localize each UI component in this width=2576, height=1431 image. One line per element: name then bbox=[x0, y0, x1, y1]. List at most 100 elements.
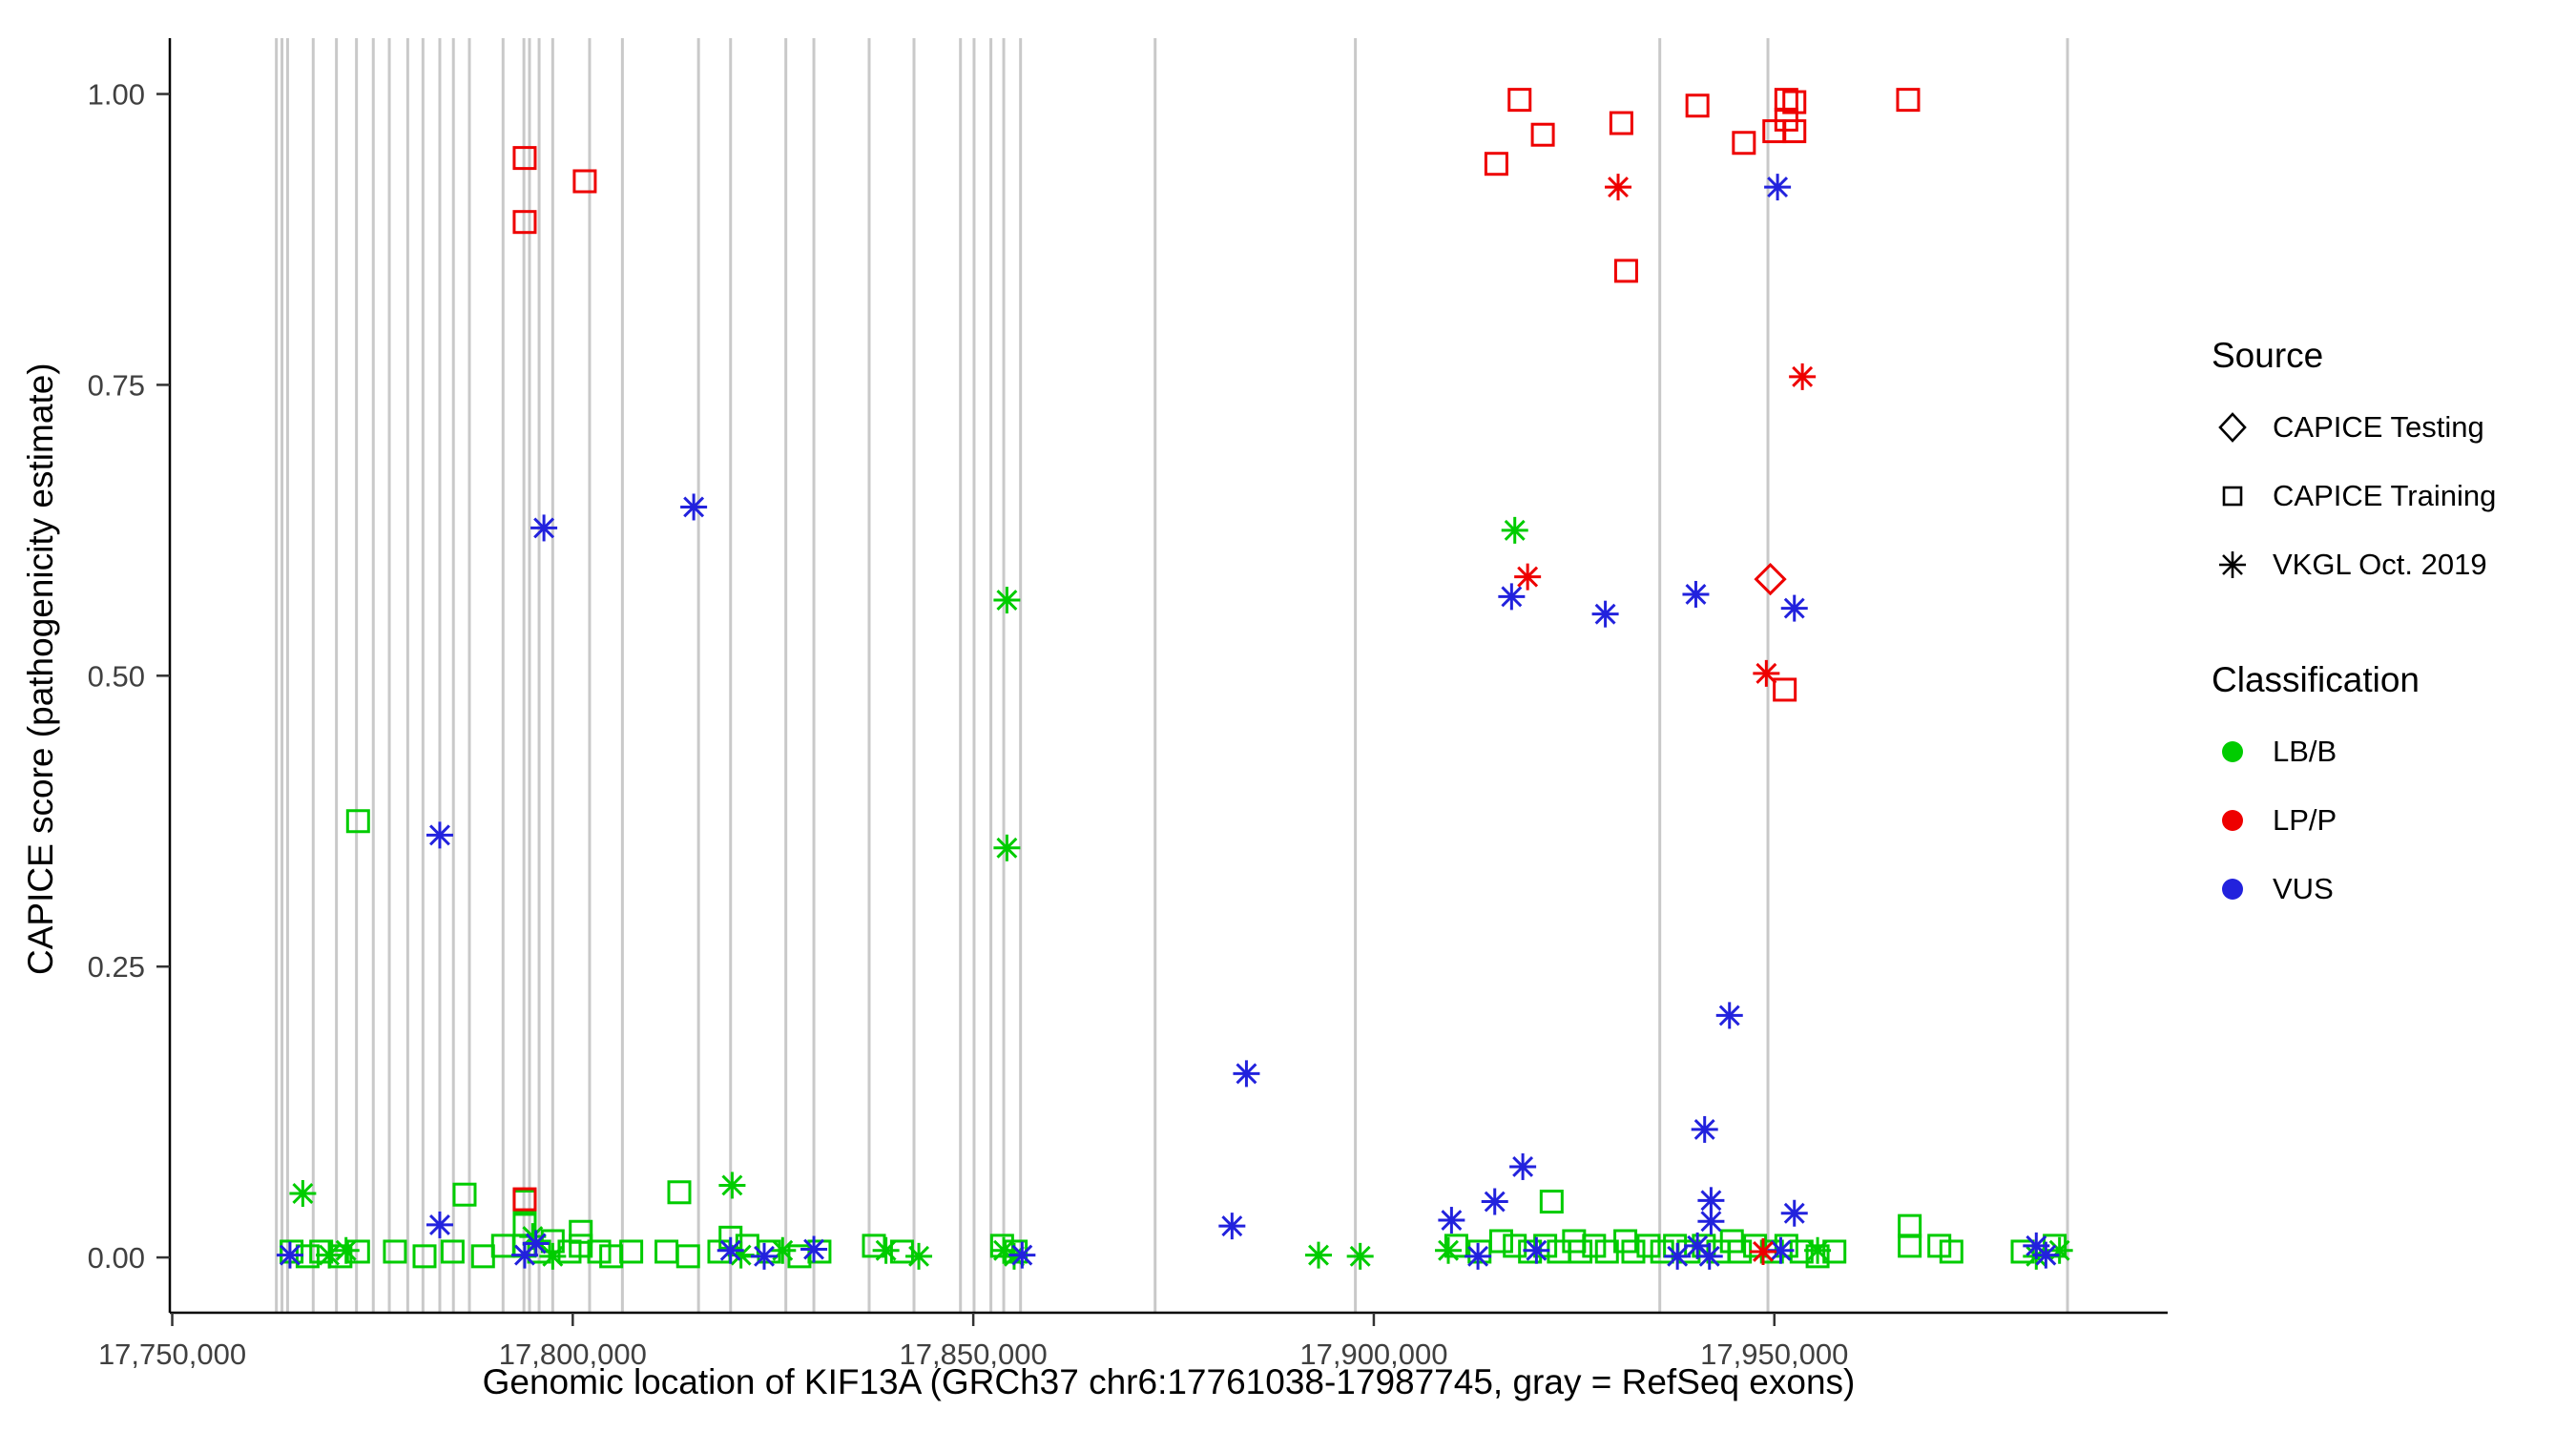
y-tick-label: 0.75 bbox=[88, 368, 145, 402]
data-point bbox=[1780, 594, 1808, 622]
square-icon bbox=[2212, 475, 2254, 517]
data-point bbox=[1650, 1239, 1674, 1264]
green-dot-icon bbox=[2212, 731, 2254, 773]
data-point bbox=[905, 1242, 933, 1270]
legend-item-label: VUS bbox=[2273, 872, 2334, 905]
x-tick-label: 17,750,000 bbox=[98, 1338, 246, 1371]
data-point bbox=[1927, 1234, 1952, 1258]
data-point bbox=[680, 493, 708, 521]
data-point bbox=[1664, 1242, 1692, 1270]
data-point bbox=[1782, 119, 1807, 144]
data-point bbox=[1591, 600, 1619, 628]
diamond-icon bbox=[2212, 406, 2254, 448]
asterisk-icon bbox=[2212, 544, 2254, 586]
data-point bbox=[1773, 677, 1797, 702]
data-point bbox=[1008, 1241, 1036, 1269]
data-point bbox=[1898, 1234, 1922, 1258]
data-point bbox=[619, 1239, 644, 1264]
x-axis-title: Genomic location of KIF13A (GRCh37 chr6:… bbox=[482, 1362, 1856, 1401]
data-point bbox=[1582, 1234, 1607, 1258]
data-point bbox=[1695, 1242, 1723, 1270]
data-point bbox=[426, 1211, 453, 1238]
data-point bbox=[1743, 1234, 1768, 1258]
data-point bbox=[1438, 1207, 1465, 1234]
data-point bbox=[1621, 1239, 1646, 1264]
legend-classification-title: Classification bbox=[2212, 660, 2420, 699]
data-point bbox=[1523, 1236, 1550, 1264]
data-point bbox=[1789, 363, 1817, 390]
legend-item-capice-training: CAPICE Training bbox=[2212, 462, 2496, 530]
data-point bbox=[717, 1236, 744, 1264]
data-point bbox=[412, 1244, 437, 1269]
data-point bbox=[750, 1242, 778, 1270]
legend-item-label: LB/B bbox=[2273, 735, 2337, 768]
data-point bbox=[1780, 1199, 1808, 1227]
data-point bbox=[280, 1239, 304, 1264]
y-axis-title: CAPICE score (pathogenicity estimate) bbox=[21, 363, 60, 975]
data-point bbox=[1484, 152, 1508, 176]
data-point bbox=[1514, 563, 1542, 591]
data-point bbox=[1691, 1115, 1718, 1143]
data-point bbox=[807, 1239, 832, 1264]
data-point bbox=[769, 1236, 797, 1264]
legend-item-lbb: LB/B bbox=[2212, 717, 2496, 786]
data-point bbox=[470, 1244, 495, 1269]
data-point bbox=[426, 821, 453, 849]
data-point bbox=[1533, 1234, 1558, 1258]
data-point bbox=[1465, 1242, 1492, 1270]
data-point bbox=[1682, 580, 1710, 608]
x-tick-label: 17,800,000 bbox=[499, 1338, 647, 1371]
data-point bbox=[1697, 1187, 1725, 1214]
x-tick-label: 17,850,000 bbox=[900, 1338, 1048, 1371]
data-point bbox=[530, 514, 558, 542]
data-point bbox=[1697, 1208, 1725, 1235]
legend-source-title: Source bbox=[2212, 336, 2324, 375]
data-point bbox=[1764, 174, 1792, 201]
data-point bbox=[599, 1244, 624, 1269]
data-point bbox=[800, 1235, 828, 1263]
data-point bbox=[675, 1244, 700, 1269]
data-point bbox=[1732, 131, 1756, 156]
data-point bbox=[512, 1187, 537, 1212]
data-point bbox=[667, 1180, 692, 1205]
data-point bbox=[1804, 1236, 1832, 1264]
data-point bbox=[587, 1239, 612, 1264]
data-point bbox=[1609, 111, 1633, 135]
data-point bbox=[1939, 1239, 1963, 1264]
data-point bbox=[1503, 1234, 1527, 1258]
data-point bbox=[1754, 562, 1787, 596]
data-point bbox=[512, 146, 537, 171]
legend-item-lpp: LP/P bbox=[2212, 786, 2496, 855]
legend-item-vkgl: VKGL Oct. 2019 bbox=[2212, 530, 2496, 599]
data-point bbox=[1488, 1229, 1513, 1254]
legend-item-label: CAPICE Testing bbox=[2273, 410, 2484, 444]
x-tick-label: 17,950,000 bbox=[1700, 1338, 1848, 1371]
data-point bbox=[993, 834, 1021, 861]
data-point bbox=[1501, 516, 1528, 544]
data-point bbox=[452, 1182, 477, 1207]
data-point bbox=[1715, 1002, 1743, 1029]
data-point bbox=[512, 210, 537, 235]
data-point bbox=[1435, 1236, 1463, 1264]
data-point bbox=[1218, 1213, 1246, 1240]
data-point bbox=[332, 1236, 360, 1264]
data-point bbox=[718, 1172, 746, 1199]
data-point bbox=[539, 1242, 567, 1270]
data-point bbox=[1498, 583, 1526, 611]
data-point bbox=[1233, 1060, 1260, 1088]
data-point bbox=[1898, 1213, 1922, 1238]
legend-item-vus: VUS bbox=[2212, 855, 2496, 923]
data-point bbox=[1305, 1241, 1333, 1269]
data-point bbox=[1509, 1152, 1537, 1180]
data-point bbox=[1753, 659, 1780, 687]
data-point bbox=[490, 1234, 515, 1258]
data-point bbox=[1749, 1237, 1776, 1265]
legend-item-label: VKGL Oct. 2019 bbox=[2273, 548, 2487, 581]
legend: Source CAPICE Testing CAPICE Training bbox=[2212, 336, 2496, 923]
data-point bbox=[1539, 1190, 1564, 1214]
y-tick-label: 1.00 bbox=[88, 78, 145, 112]
y-tick-label: 0.00 bbox=[88, 1241, 145, 1275]
data-point bbox=[727, 1241, 755, 1269]
data-point bbox=[993, 587, 1021, 614]
